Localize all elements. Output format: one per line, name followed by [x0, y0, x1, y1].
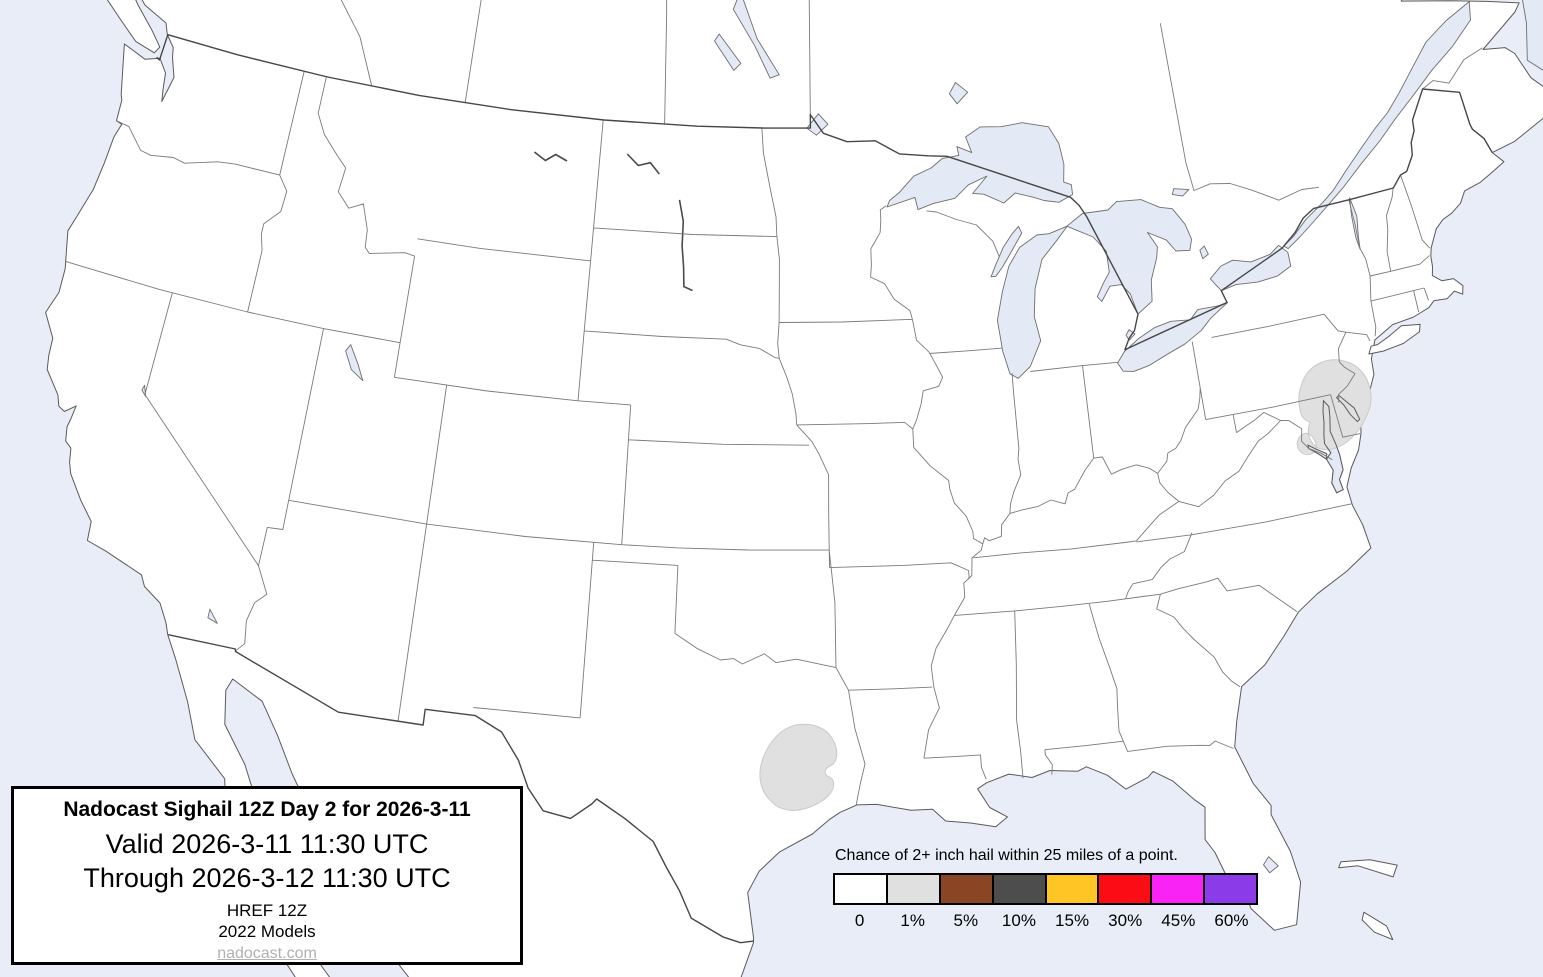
legend-label: 5%	[953, 911, 979, 930]
legend-label: 15%	[1055, 911, 1090, 930]
legend-label: 10%	[1001, 911, 1036, 930]
hail-probability-legend: Chance of 2+ inch hail within 25 miles o…	[833, 847, 1258, 931]
nadocast-link[interactable]: nadocast.com	[217, 945, 317, 963]
legend-swatch-5	[938, 873, 994, 905]
us-mexico-border	[168, 634, 754, 944]
legend-label-row: 0 1% 5% 10% 15% 30% 45% 60%	[833, 911, 1258, 931]
page-title: Nadocast Sighail 12Z Day 2 for 2026-3-11	[63, 798, 471, 821]
bahamas-island	[1338, 859, 1398, 878]
legend-swatch-row	[833, 873, 1258, 905]
legend-swatch-15	[1044, 873, 1100, 905]
hail-probability-contour-1pct-south-texas	[759, 723, 838, 811]
bahamas-island	[1361, 911, 1394, 941]
legend-swatch-45	[1150, 873, 1206, 905]
us-canada-border	[156, 34, 1493, 351]
long-island	[1368, 323, 1421, 355]
legend-swatch-30	[1097, 873, 1153, 905]
legend-swatch-60	[1203, 873, 1258, 905]
legend-caption: Chance of 2+ inch hail within 25 miles o…	[835, 847, 1178, 864]
valid-time: Valid 2026-3-11 11:30 UTC	[105, 829, 429, 859]
models-year: 2022 Models	[218, 921, 316, 941]
chesapeake-bay-outline	[1307, 394, 1361, 494]
great-lakes-and-waterbodies	[141, 0, 1543, 874]
legend-label: 1%	[900, 911, 925, 930]
through-time: Through 2026-3-12 11:30 UTC	[83, 863, 451, 894]
us-state-borders	[65, 71, 1431, 805]
north-america-landmass	[45, 0, 1543, 977]
legend-label: 45%	[1161, 911, 1196, 930]
vancouver-island	[106, 0, 161, 54]
legend-label: 30%	[1108, 911, 1143, 930]
forecast-title-box: Nadocast Sighail 12Z Day 2 for 2026-3-11…	[11, 786, 523, 965]
legend-swatch-1	[885, 873, 941, 905]
legend-swatch-0	[833, 873, 888, 905]
canadian-province-borders	[340, 0, 1483, 201]
missouri-river-reservoirs	[533, 151, 693, 292]
model-name: HREF 12Z	[226, 900, 308, 920]
legend-label: 60%	[1214, 911, 1249, 930]
legend-swatch-10	[991, 873, 1047, 905]
legend-label: 0	[854, 911, 865, 930]
